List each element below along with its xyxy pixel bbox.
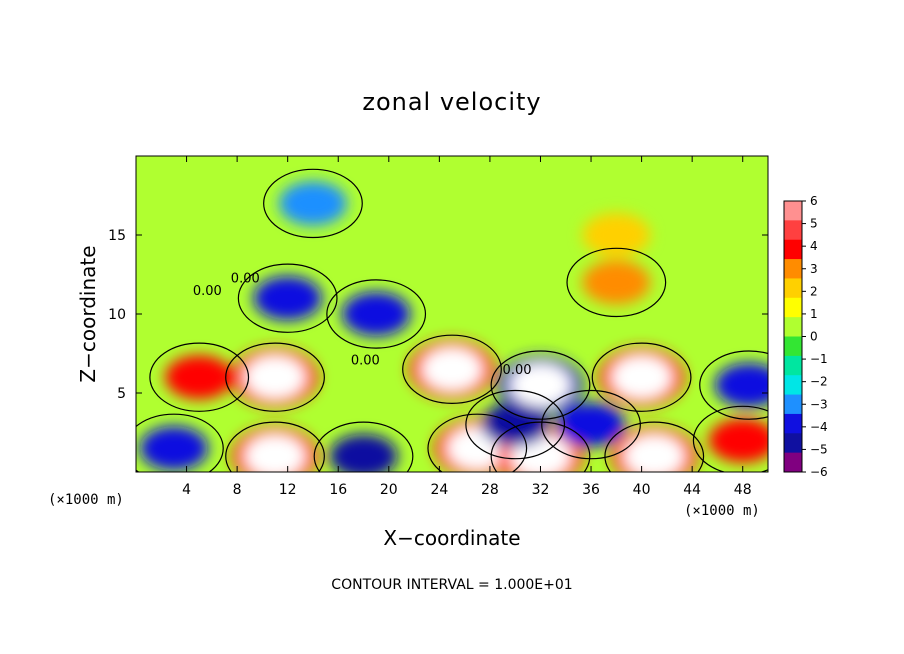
colorbar-swatch (784, 239, 802, 260)
contour-line (136, 413, 224, 472)
contour-line (237, 263, 338, 333)
colorbar-label: −3 (810, 397, 828, 411)
contour-line (490, 350, 591, 420)
colorbar-swatch (784, 452, 802, 473)
x-unit-label-left: (×1000 m) (48, 492, 124, 508)
field-blob (139, 426, 208, 471)
colorbar-label: −1 (810, 352, 828, 366)
field-blob (582, 260, 651, 305)
contour-interval-note: CONTOUR INTERVAL = 1.000E+01 (331, 577, 573, 593)
x-tick-label: 28 (481, 482, 499, 498)
y-tick-label: 15 (108, 228, 126, 244)
field-blob (342, 292, 411, 336)
colorbar-swatch (784, 375, 802, 396)
x-tick-label: 36 (582, 482, 600, 498)
contour-line (604, 421, 705, 472)
contour-line (692, 405, 768, 472)
contour-line (541, 389, 641, 460)
contour-line (263, 168, 363, 239)
colorbar-swatch (784, 394, 802, 415)
colorbar-swatch (784, 278, 802, 299)
field-blobs (139, 181, 768, 472)
x-tick-label: 32 (532, 482, 550, 498)
field-blob (715, 363, 768, 408)
colorbar-label: −5 (810, 442, 828, 456)
field-blob (253, 276, 322, 321)
contour-label: 0.00 (503, 363, 532, 378)
x-axis-ticks: 4 8 12 16 20 24 28 32 36 40 44 48 (182, 156, 752, 498)
field-blob (278, 181, 347, 226)
field-blob (481, 402, 550, 447)
colorbar-swatch (784, 220, 802, 241)
contour-line (591, 342, 692, 412)
field-blob (708, 418, 768, 463)
field-blob (509, 363, 572, 408)
field-blob (165, 355, 234, 400)
colorbar-label: −6 (810, 465, 828, 479)
field-blob (244, 355, 306, 400)
y-tick-label: 10 (108, 307, 126, 323)
contour-line (313, 421, 414, 472)
colorbar-swatch (784, 336, 802, 357)
contour-line (427, 413, 528, 472)
colorbar-label: −4 (810, 420, 828, 434)
velocity-field (136, 156, 768, 472)
x-unit-label-right: (×1000 m) (684, 503, 760, 519)
colorbar-label: 4 (810, 239, 818, 253)
colorbar-label: 3 (810, 262, 818, 276)
contour-label: 0.00 (351, 354, 380, 369)
colorbar-label: 6 (810, 194, 818, 208)
colorbar-swatch (784, 355, 802, 376)
contour-line (225, 342, 325, 412)
field-blob (557, 402, 626, 447)
x-tick-label: 20 (380, 482, 398, 498)
field-blob (611, 355, 673, 400)
colorbar-label: 1 (810, 307, 818, 321)
contour-line (699, 350, 768, 420)
field-blob (421, 347, 483, 392)
x-tick-label: 44 (683, 482, 701, 498)
contour-line (465, 389, 566, 460)
y-axis-ticks: 5 10 15 (108, 228, 768, 402)
colorbar-label: 5 (810, 217, 818, 231)
colorbar-label: 0 (810, 330, 818, 344)
colorbar-swatch (784, 413, 802, 434)
field-blob (582, 213, 651, 257)
contour-label: 0.00 (193, 284, 222, 299)
contour-line (326, 279, 427, 349)
contour-line (225, 421, 325, 472)
x-tick-label: 48 (734, 482, 752, 498)
colorbar-swatch (784, 433, 802, 454)
contour-line (402, 334, 502, 404)
x-tick-label: 12 (279, 482, 297, 498)
colorbar-label: 2 (810, 284, 818, 298)
chart-title: zonal velocity (362, 88, 542, 116)
contour-line (149, 342, 250, 412)
colorbar-swatch (784, 297, 802, 318)
x-tick-label: 24 (430, 482, 448, 498)
field-blob (329, 434, 398, 472)
colorbar-swatch (784, 201, 802, 221)
colorbar-swatch (784, 317, 802, 337)
contour-line (490, 421, 591, 472)
contour-label: 0.00 (231, 271, 260, 286)
colorbar-label: −2 (810, 375, 828, 389)
y-tick-label: 5 (117, 386, 126, 402)
colorbar: 6 5 4 3 2 1 0 −1 −2 −3 −4 −5 −6 (783, 194, 828, 479)
contour-lines: 0.00 0.00 0.00 0.00 (136, 168, 768, 472)
x-tick-label: 8 (233, 482, 242, 498)
colorbar-swatch (784, 259, 802, 279)
x-tick-label: 4 (182, 482, 191, 498)
contour-line (566, 247, 667, 318)
x-axis-label: X−coordinate (383, 526, 521, 550)
field-blob (623, 434, 685, 472)
x-tick-label: 40 (633, 482, 651, 498)
x-tick-label: 16 (329, 482, 347, 498)
field-blob (244, 434, 306, 472)
